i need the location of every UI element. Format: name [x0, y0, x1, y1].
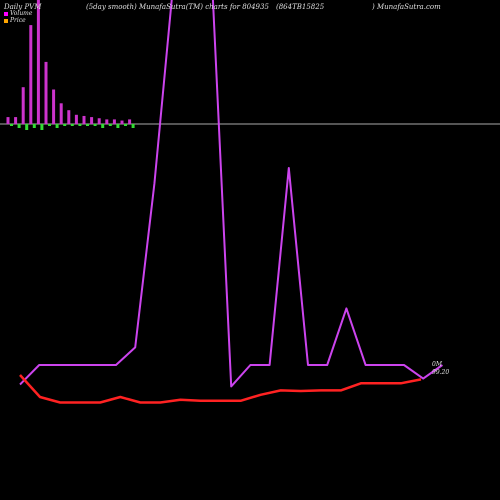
volume-bar — [36, 0, 40, 124]
legend-volume-swatch — [4, 11, 8, 16]
volume-bar — [67, 110, 71, 124]
volume-bar — [21, 87, 25, 124]
legend-price: Price — [4, 17, 26, 24]
volume-bar — [105, 119, 109, 124]
legend-price-swatch — [4, 18, 8, 23]
delta-bar — [55, 124, 59, 128]
chart-label-site: ) MunafaSutra.com — [372, 3, 441, 11]
price-series-line — [19, 374, 422, 404]
volume-bar — [52, 89, 56, 124]
delta-bar — [70, 124, 74, 126]
delta-bar — [93, 124, 97, 126]
legend-volume-label: Volume — [10, 10, 33, 17]
delta-bar — [131, 124, 135, 128]
volume-bar — [128, 119, 132, 124]
volume-bar — [44, 61, 48, 124]
delta-bar — [10, 124, 13, 126]
volume-bar — [29, 25, 33, 125]
volume-bar — [74, 114, 78, 124]
delta-bar — [32, 124, 36, 128]
volume-bar — [59, 103, 63, 124]
delta-bar — [116, 124, 120, 128]
volume-bar — [6, 117, 10, 124]
volume-bar — [14, 117, 18, 124]
delta-bar — [48, 124, 51, 126]
delta-bar — [86, 124, 89, 126]
volume-bar — [112, 119, 116, 124]
chart-label-left: Daily PVM — [4, 3, 42, 11]
delta-bar — [101, 124, 105, 128]
delta-bar — [17, 124, 21, 128]
chart-label-main: (5day smooth) MunafaSutra(TM) charts for… — [86, 3, 269, 11]
delta-bar — [25, 124, 29, 130]
volume-bar — [97, 118, 101, 124]
chart-label-code: (864TB15825 — [276, 3, 325, 11]
delta-bar — [124, 124, 127, 126]
volume-bar — [82, 115, 86, 124]
delta-bar — [63, 124, 67, 126]
delta-bar — [108, 124, 112, 126]
volume-bar — [90, 117, 94, 124]
volume-series-line — [19, 0, 443, 388]
volume-end-label: 0M — [432, 361, 442, 368]
volume-bar — [120, 120, 124, 124]
delta-bar — [78, 124, 82, 126]
legend-volume: Volume — [4, 10, 32, 17]
price-end-label: 99.20 — [432, 369, 450, 376]
legend-price-label: Price — [10, 17, 26, 24]
delta-bar — [40, 124, 44, 130]
